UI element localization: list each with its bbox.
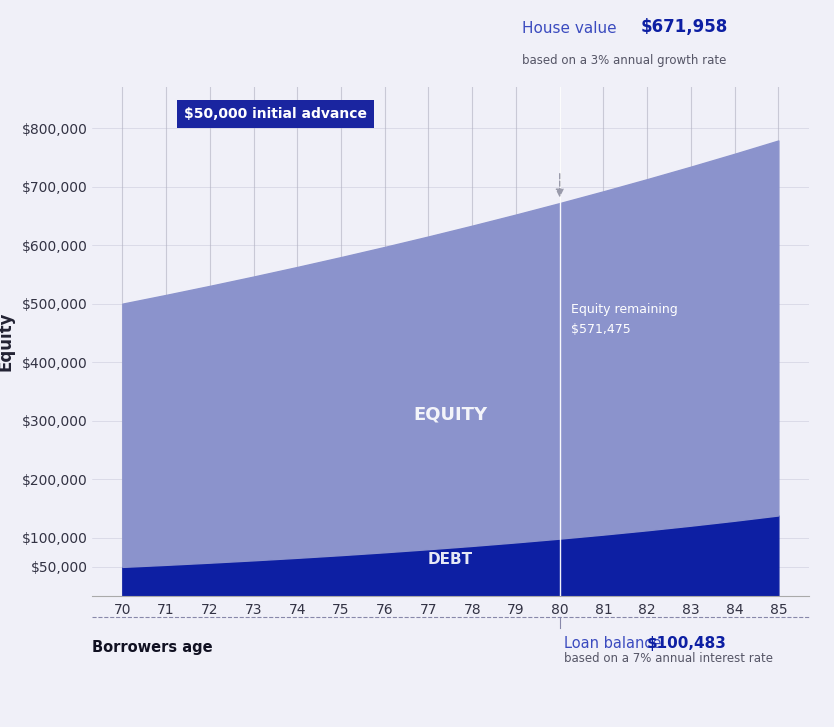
Text: based on a 7% annual interest rate: based on a 7% annual interest rate <box>564 651 773 664</box>
Text: $571,475: $571,475 <box>570 324 631 337</box>
Text: based on a 3% annual growth rate: based on a 3% annual growth rate <box>522 54 726 67</box>
Text: $50,000 initial advance: $50,000 initial advance <box>184 107 367 121</box>
Text: $671,958: $671,958 <box>641 18 728 36</box>
Polygon shape <box>127 128 148 131</box>
Text: Loan balance: Loan balance <box>564 636 666 651</box>
Text: DEBT: DEBT <box>428 553 473 567</box>
Text: Borrowers age: Borrowers age <box>92 640 213 655</box>
Y-axis label: Equity: Equity <box>0 312 15 371</box>
Text: House value: House value <box>522 21 621 36</box>
Text: Equity remaining: Equity remaining <box>570 303 677 316</box>
Text: EQUITY: EQUITY <box>414 406 487 424</box>
Text: $100,483: $100,483 <box>647 636 727 651</box>
